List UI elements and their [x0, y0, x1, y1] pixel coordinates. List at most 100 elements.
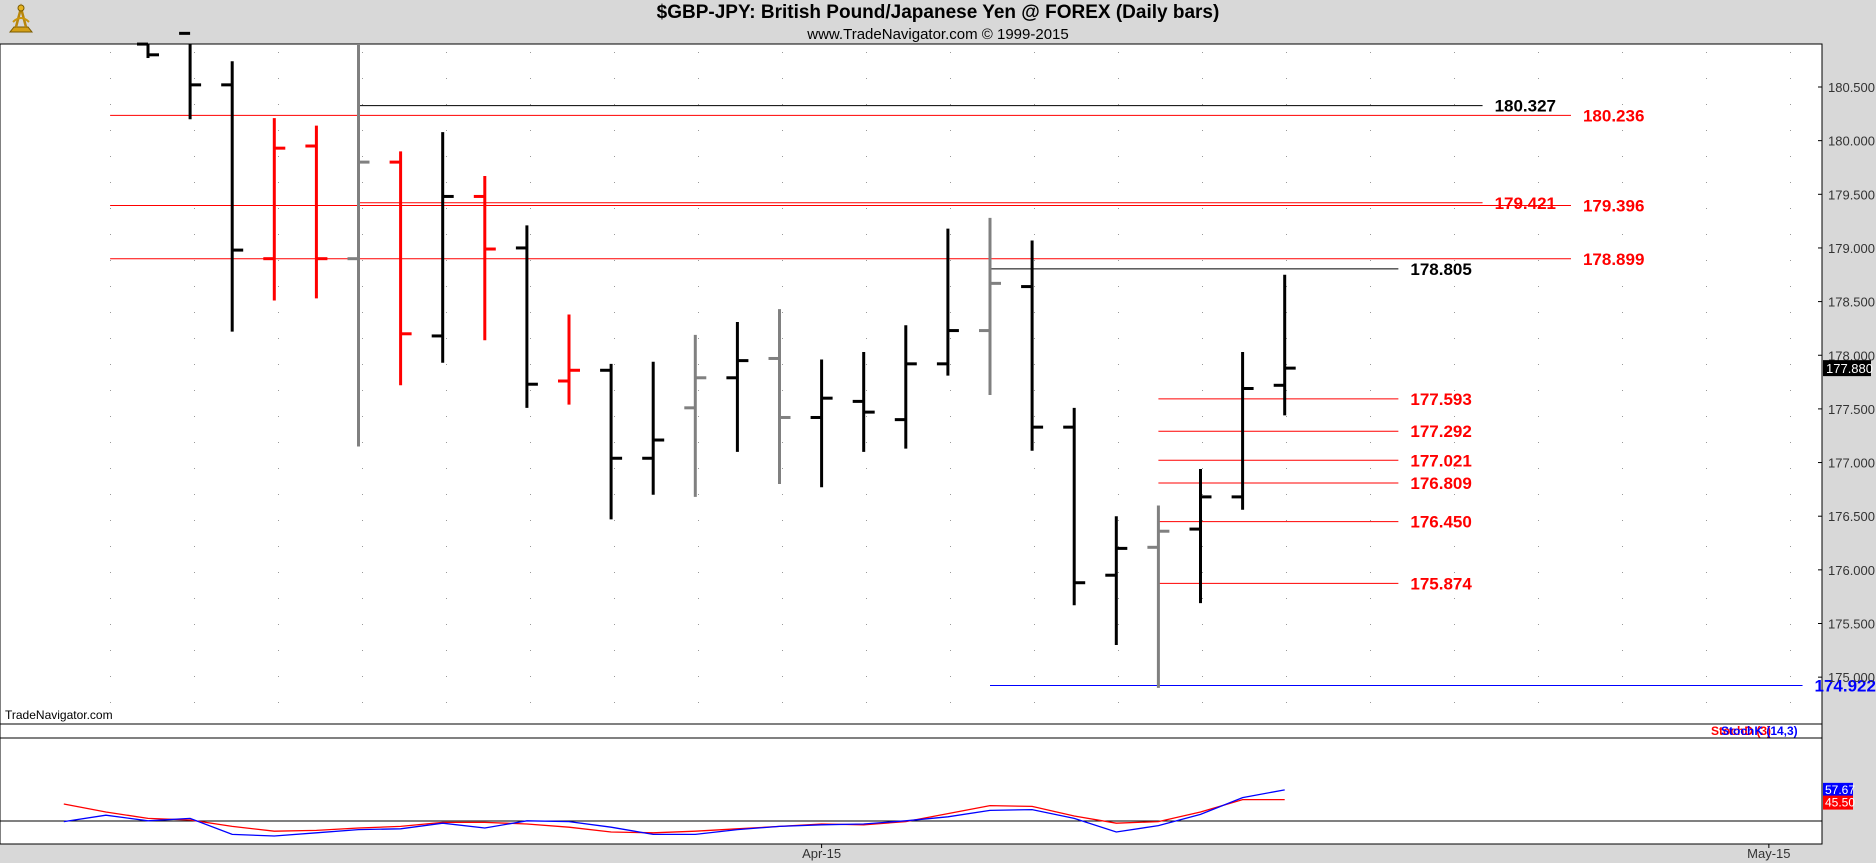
grid-dot — [866, 520, 867, 521]
grid-dot — [278, 130, 279, 131]
grid-dot — [950, 572, 951, 573]
grid-dot — [1538, 494, 1539, 495]
grid-dot — [950, 130, 951, 131]
grid-dot — [1118, 468, 1119, 469]
grid-dot — [1034, 520, 1035, 521]
grid-dot — [1790, 494, 1791, 495]
grid-dot — [1706, 234, 1707, 235]
grid-dot — [1286, 598, 1287, 599]
grid-dot — [1202, 312, 1203, 313]
grid-dot — [866, 572, 867, 573]
grid-dot — [362, 78, 363, 79]
grid-dot — [866, 598, 867, 599]
grid-dot — [1118, 338, 1119, 339]
grid-dot — [1622, 260, 1623, 261]
grid-dot — [194, 546, 195, 547]
grid-dot — [1118, 442, 1119, 443]
grid-dot — [1034, 546, 1035, 547]
grid-dot — [446, 104, 447, 105]
grid-dot — [362, 208, 363, 209]
ohlc-bar — [726, 321, 749, 452]
grid-dot — [1202, 624, 1203, 625]
grid-dot — [1370, 52, 1371, 53]
grid-dot — [1790, 286, 1791, 287]
grid-dot — [1538, 624, 1539, 625]
grid-dot — [1706, 260, 1707, 261]
grid-dot — [950, 338, 951, 339]
grid-dot — [1202, 286, 1203, 287]
grid-dot — [1034, 78, 1035, 79]
grid-dot — [866, 156, 867, 157]
grid-dot — [1538, 260, 1539, 261]
y-tick-label: 175.500 — [1828, 617, 1875, 632]
grid-dot — [446, 156, 447, 157]
grid-dot — [530, 676, 531, 677]
grid-dot — [1706, 130, 1707, 131]
grid-dot — [782, 494, 783, 495]
grid-dot — [1622, 572, 1623, 573]
grid-dot — [362, 130, 363, 131]
grid-dot — [530, 156, 531, 157]
grid-dot — [110, 78, 111, 79]
grid-dot — [1790, 104, 1791, 105]
grid-dot — [866, 676, 867, 677]
grid-dot — [782, 468, 783, 469]
grid-dot — [1202, 676, 1203, 677]
grid-dot — [1454, 286, 1455, 287]
y-tick-label: 175.000 — [1828, 670, 1875, 685]
grid-dot — [614, 676, 615, 677]
grid-dot — [530, 364, 531, 365]
grid-dot — [1286, 182, 1287, 183]
grid-dot — [530, 624, 531, 625]
grid-dot — [530, 312, 531, 313]
grid-dot — [1790, 702, 1791, 703]
grid-dot — [194, 234, 195, 235]
grid-dot — [698, 546, 699, 547]
copyright-notice: www.TradeNavigator.com © 1999-2015 — [807, 26, 1069, 43]
grid-dot — [1286, 572, 1287, 573]
grid-dot — [1790, 208, 1791, 209]
grid-dot — [1034, 416, 1035, 417]
grid-dot — [614, 104, 615, 105]
grid-dot — [1790, 182, 1791, 183]
grid-dot — [1622, 494, 1623, 495]
grid-dot — [1622, 702, 1623, 703]
grid-dot — [950, 104, 951, 105]
y-tick-label: 176.000 — [1828, 563, 1875, 578]
grid-dot — [1370, 156, 1371, 157]
grid-dot — [1622, 520, 1623, 521]
grid-dot — [1286, 468, 1287, 469]
grid-dot — [446, 130, 447, 131]
legend-stochd: StochD (3) — [1711, 724, 1771, 738]
grid-dot — [782, 156, 783, 157]
grid-dot — [698, 416, 699, 417]
grid-dot — [1790, 624, 1791, 625]
grid-dot — [950, 598, 951, 599]
grid-dot — [194, 650, 195, 651]
grid-dot — [446, 702, 447, 703]
grid-dot — [1118, 390, 1119, 391]
grid-dot — [278, 702, 279, 703]
grid-dot — [1538, 572, 1539, 573]
grid-dot — [1790, 598, 1791, 599]
grid-dot — [1706, 78, 1707, 79]
y-tick-label: 178.500 — [1828, 295, 1875, 310]
grid-dot — [1202, 156, 1203, 157]
chart-header: $GBP-JPY: British Pound/Japanese Yen @ F… — [0, 0, 1876, 44]
grid-dot — [1034, 286, 1035, 287]
grid-dot — [1370, 78, 1371, 79]
ohlc-bar — [936, 228, 959, 376]
grid-dot — [782, 260, 783, 261]
grid-dot — [698, 78, 699, 79]
grid-dot — [362, 702, 363, 703]
grid-dot — [866, 208, 867, 209]
grid-dot — [1454, 494, 1455, 495]
grid-dot — [1118, 156, 1119, 157]
price-panel: 180.327 180.236 179.421 179.396 178.899 178.8… — [0, 31, 1876, 725]
grid-dot — [1202, 338, 1203, 339]
grid-dot — [278, 182, 279, 183]
grid-dot — [1706, 52, 1707, 53]
grid-dot — [446, 364, 447, 365]
grid-dot — [1706, 624, 1707, 625]
grid-dot — [1202, 416, 1203, 417]
